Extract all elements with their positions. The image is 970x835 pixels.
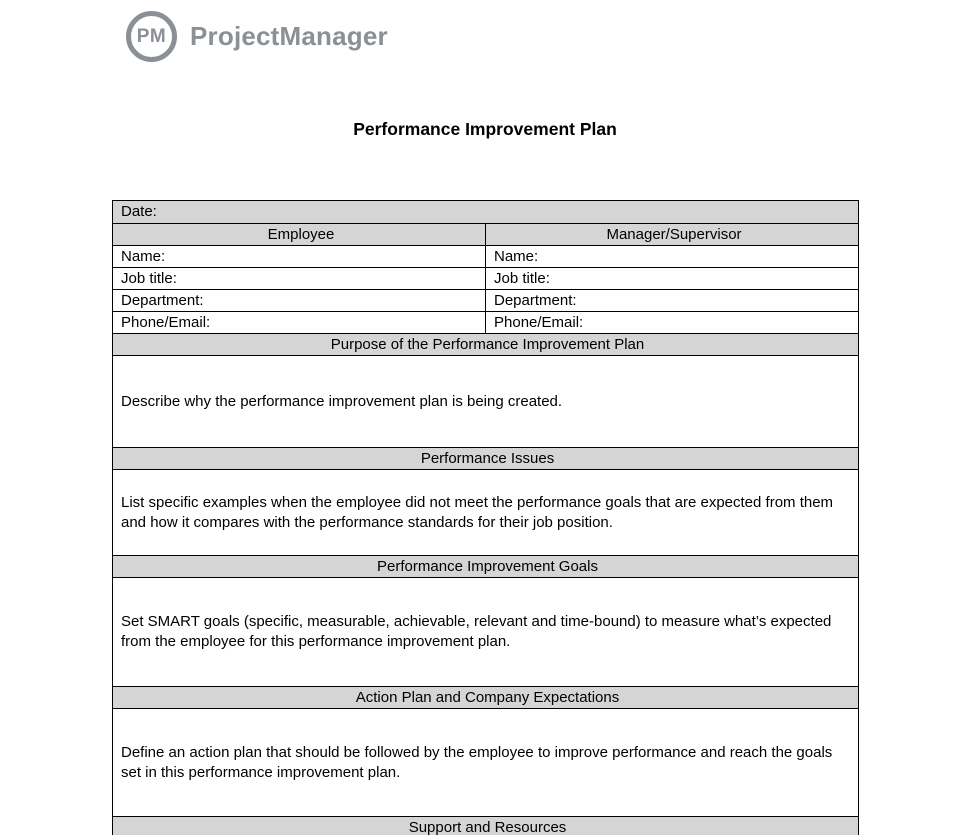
date-field[interactable]: Date: xyxy=(111,200,860,224)
employee-phone-email-field[interactable]: Phone/Email: xyxy=(112,311,486,334)
pip-form-table: Date: Employee Manager/Supervisor Name: … xyxy=(111,200,860,835)
issues-section-body-row: List specific examples when the employee… xyxy=(111,469,860,556)
manager-column-header: Manager/Supervisor xyxy=(484,223,860,246)
pm-monogram-text: PM xyxy=(136,25,167,47)
employee-job-title-field[interactable]: Job title: xyxy=(112,267,486,290)
action-plan-section-body[interactable]: Define an action plan that should be fol… xyxy=(111,708,860,817)
issues-section-header-row: Performance Issues xyxy=(111,447,860,470)
department-row: Department: Department: xyxy=(112,289,860,312)
purpose-section-header: Purpose of the Performance Improvement P… xyxy=(111,333,860,356)
job-title-row: Job title: Job title: xyxy=(112,267,860,290)
page-title: Performance Improvement Plan xyxy=(353,119,617,139)
issues-section-header: Performance Issues xyxy=(111,447,860,470)
employee-column-header: Employee xyxy=(112,223,486,246)
action-plan-section-header: Action Plan and Company Expectations xyxy=(111,686,860,709)
pm-monogram-icon: PM xyxy=(126,11,177,62)
action-plan-section-header-row: Action Plan and Company Expectations xyxy=(111,686,860,709)
name-row: Name: Name: xyxy=(112,245,860,268)
projectmanager-logo: PM ProjectManager xyxy=(126,11,388,62)
issues-section-body[interactable]: List specific examples when the employee… xyxy=(111,469,860,556)
support-section-header-row: Support and Resources xyxy=(111,816,860,835)
goals-section-header-row: Performance Improvement Goals xyxy=(111,555,860,578)
manager-name-field[interactable]: Name: xyxy=(484,245,860,268)
goals-section-body[interactable]: Set SMART goals (specific, measurable, a… xyxy=(111,577,860,687)
brand-name: ProjectManager xyxy=(190,21,388,51)
pip-form-table-wrapper: Date: Employee Manager/Supervisor Name: … xyxy=(111,200,860,835)
goals-section-header: Performance Improvement Goals xyxy=(111,555,860,578)
manager-department-field[interactable]: Department: xyxy=(484,289,860,312)
purpose-section-body-row: Describe why the performance improvement… xyxy=(111,355,860,448)
employee-department-field[interactable]: Department: xyxy=(112,289,486,312)
action-plan-section-body-row: Define an action plan that should be fol… xyxy=(111,708,860,817)
party-header-row: Employee Manager/Supervisor xyxy=(112,223,860,246)
manager-phone-email-field[interactable]: Phone/Email: xyxy=(484,311,860,334)
goals-section-body-row: Set SMART goals (specific, measurable, a… xyxy=(111,577,860,687)
employee-name-field[interactable]: Name: xyxy=(112,245,486,268)
purpose-section-body[interactable]: Describe why the performance improvement… xyxy=(111,355,860,448)
phone-email-row: Phone/Email: Phone/Email: xyxy=(112,311,860,334)
manager-job-title-field[interactable]: Job title: xyxy=(484,267,860,290)
date-row: Date: xyxy=(111,200,860,224)
support-section-header: Support and Resources xyxy=(111,816,860,835)
purpose-section-header-row: Purpose of the Performance Improvement P… xyxy=(111,333,860,356)
